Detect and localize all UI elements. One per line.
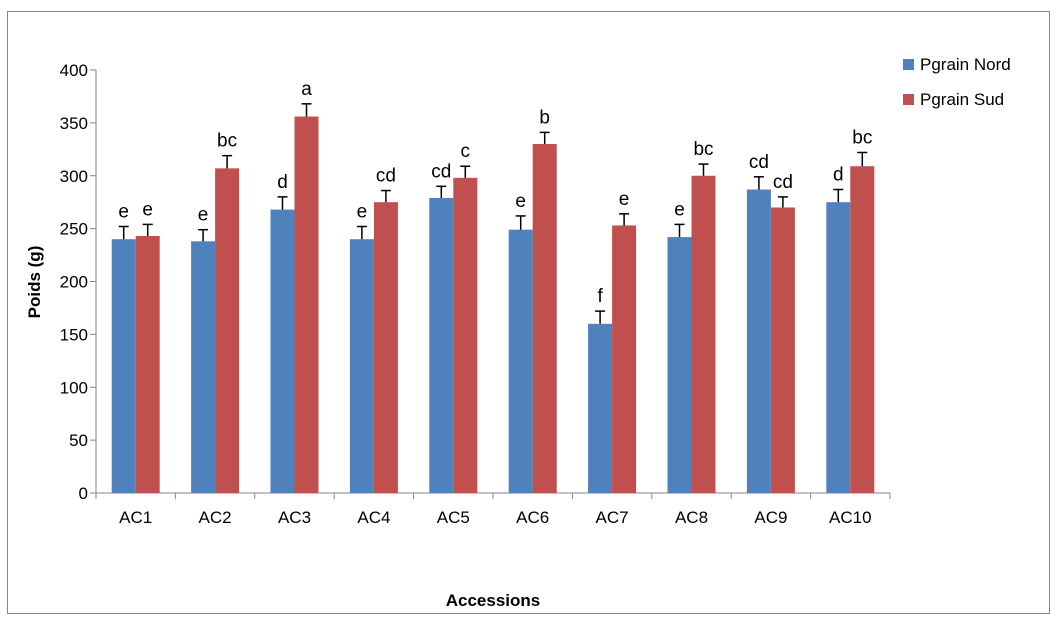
bar-nord bbox=[111, 239, 136, 493]
bar-sud bbox=[612, 225, 637, 493]
bars bbox=[111, 116, 875, 494]
significance-label: e bbox=[674, 199, 685, 220]
y-tick-label: 150 bbox=[60, 325, 88, 344]
significance-label: e bbox=[198, 205, 209, 226]
legend-label: Pgrain Sud bbox=[920, 90, 1004, 109]
significance-label: d bbox=[277, 172, 288, 193]
bar-nord bbox=[349, 239, 374, 493]
y-axis-title: Poids (g) bbox=[25, 246, 44, 319]
x-tick-label: AC1 bbox=[119, 508, 152, 527]
bar-sud bbox=[135, 236, 160, 493]
y-tick-label: 300 bbox=[60, 167, 88, 186]
x-tick-label: AC3 bbox=[278, 508, 311, 527]
bar-sud bbox=[532, 144, 557, 493]
significance-label: d bbox=[833, 164, 844, 185]
x-tick-label: AC4 bbox=[357, 508, 390, 527]
y-tick-label: 250 bbox=[60, 220, 88, 239]
significance-label: cd bbox=[773, 172, 793, 193]
significance-label: bc bbox=[852, 127, 872, 148]
legend: Pgrain Nord Pgrain Sud bbox=[903, 55, 1011, 109]
bar-sud bbox=[373, 202, 398, 493]
bar-nord bbox=[826, 202, 851, 493]
significance-label: cd bbox=[749, 152, 769, 173]
bar-nord bbox=[746, 189, 771, 493]
x-tick-label: AC7 bbox=[596, 508, 629, 527]
significance-label: c bbox=[461, 141, 471, 162]
bar-nord bbox=[667, 237, 692, 493]
significance-label: e bbox=[515, 191, 526, 212]
y-tick-label: 400 bbox=[60, 61, 88, 80]
bar-nord bbox=[191, 241, 216, 493]
legend-swatch bbox=[903, 59, 914, 70]
significance-label: b bbox=[539, 107, 550, 128]
error-bars bbox=[118, 103, 868, 324]
significance-label: e bbox=[118, 202, 129, 223]
x-tick-label: AC5 bbox=[437, 508, 470, 527]
x-tick-label: AC6 bbox=[516, 508, 549, 527]
bar-sud bbox=[691, 175, 716, 493]
x-tick-label: AC2 bbox=[199, 508, 232, 527]
y-tick-label: 350 bbox=[60, 114, 88, 133]
bar-sud bbox=[453, 177, 478, 494]
significance-label: e bbox=[619, 189, 630, 210]
x-tick-label: AC9 bbox=[754, 508, 787, 527]
significance-label: e bbox=[142, 199, 153, 220]
significance-label: a bbox=[301, 79, 312, 100]
bar-sud bbox=[215, 168, 240, 493]
legend-swatch bbox=[903, 94, 914, 105]
x-tick-label: AC8 bbox=[675, 508, 708, 527]
legend-label: Pgrain Nord bbox=[920, 55, 1011, 74]
bar-sud bbox=[850, 166, 875, 494]
significance-label: bc bbox=[693, 139, 713, 160]
x-axis-title: Accessions bbox=[446, 591, 541, 610]
y-tick-label: 0 bbox=[79, 484, 88, 503]
bar-sud bbox=[294, 116, 319, 493]
significance-label: f bbox=[597, 286, 603, 307]
y-tick-label: 50 bbox=[69, 431, 88, 450]
significance-label: cd bbox=[376, 166, 396, 187]
bar-nord bbox=[270, 209, 295, 493]
y-tick-label: 200 bbox=[60, 273, 88, 292]
significance-label: bc bbox=[217, 131, 237, 152]
bar-nord bbox=[429, 197, 454, 493]
bar-nord bbox=[508, 229, 533, 493]
significance-label: cd bbox=[431, 161, 451, 182]
y-tick-label: 100 bbox=[60, 378, 88, 397]
x-tick-label: AC10 bbox=[829, 508, 872, 527]
bar-nord bbox=[588, 323, 613, 493]
tick-labels: 0 50 100 150 200 250 300 350 400 AC1 AC2 AC3 AC4 AC5 A… bbox=[60, 61, 872, 527]
bar-sud bbox=[770, 207, 795, 493]
significance-label: e bbox=[357, 202, 368, 223]
